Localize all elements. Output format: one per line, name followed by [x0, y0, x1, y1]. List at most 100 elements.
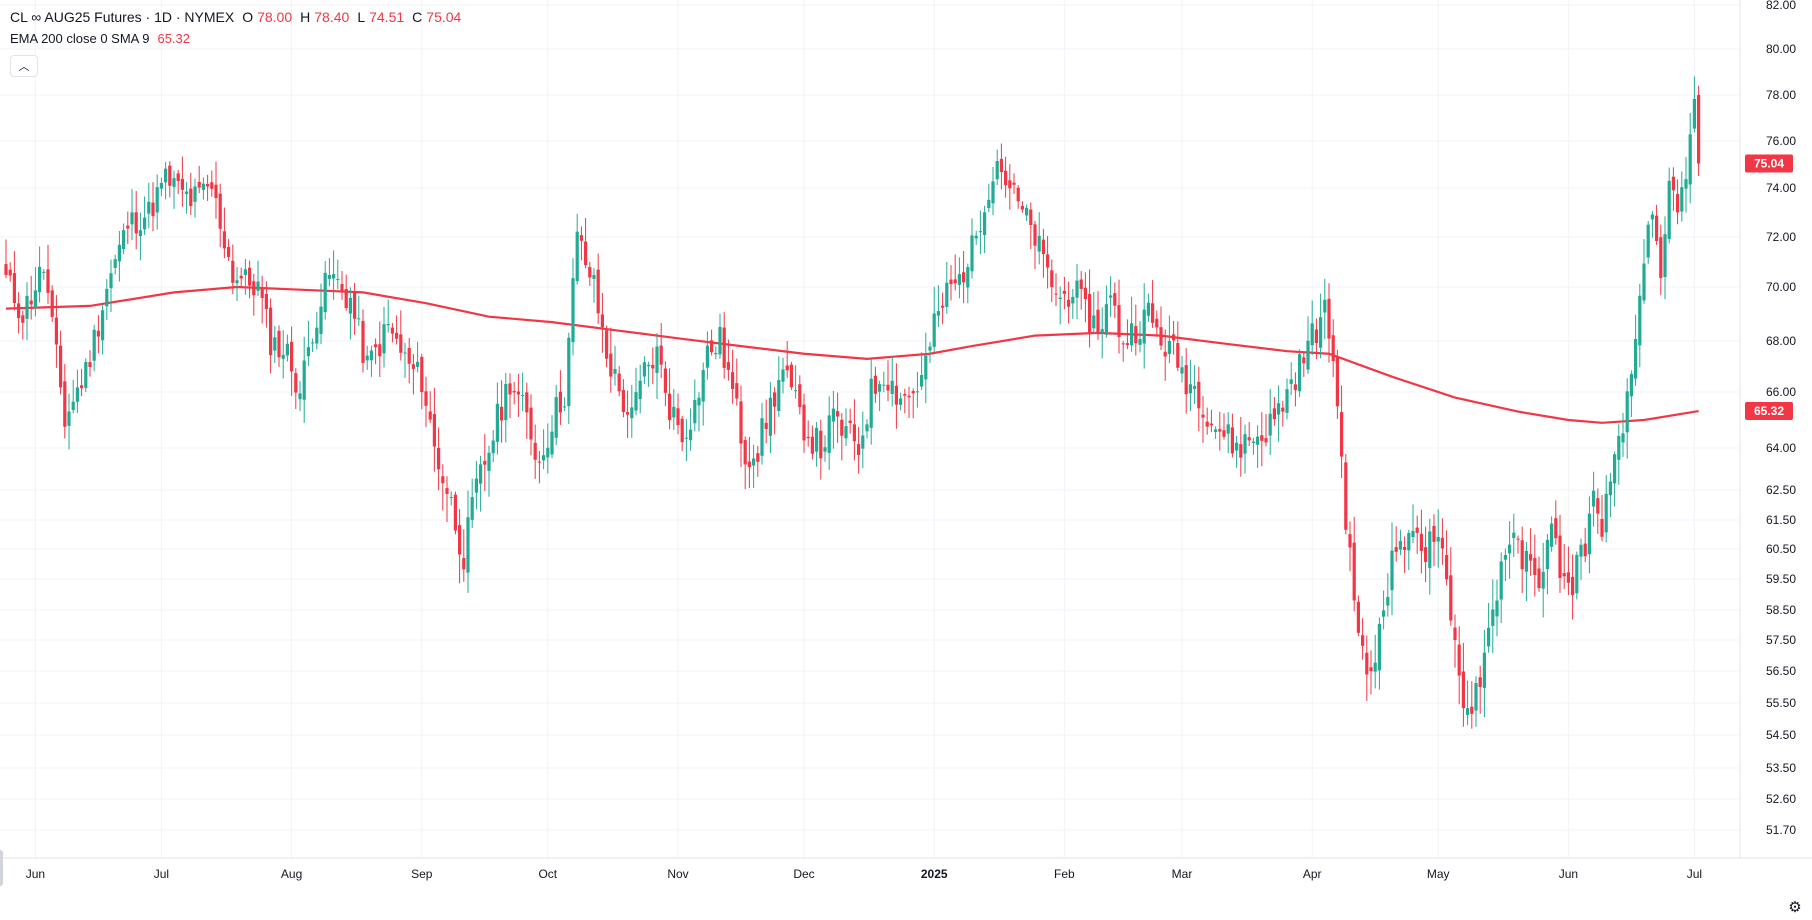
candle-body: [1646, 224, 1650, 258]
candle-body: [1470, 706, 1474, 714]
candle-body: [470, 497, 474, 520]
candle-body: [768, 397, 772, 436]
candle-body: [588, 266, 592, 278]
candle: [1113, 282, 1117, 319]
grid: [0, 0, 1740, 858]
candle-body: [462, 557, 466, 570]
candle-body: [101, 310, 105, 341]
candle-body: [932, 313, 936, 347]
candle: [596, 253, 600, 324]
candle: [1697, 85, 1701, 177]
candle-body: [386, 323, 390, 326]
candle-body: [172, 178, 176, 187]
candle: [1583, 527, 1587, 563]
candle: [424, 376, 428, 428]
candle: [697, 392, 701, 432]
chart-legend: CL ∞ AUG25 Futures · 1D · NYMEX O 78.00 H…: [10, 7, 461, 49]
candle: [999, 143, 1003, 190]
candle: [290, 326, 294, 396]
candle-body: [810, 436, 814, 454]
candle-body: [592, 275, 596, 279]
candle-body: [1117, 305, 1121, 338]
low-label: L: [357, 9, 366, 25]
candle: [1445, 530, 1449, 586]
candle: [1075, 264, 1079, 320]
candle-body: [987, 199, 991, 208]
axes: 82.00 80.00 78.00 76.00 74.00 72.00 70.00 68.00…: [0, 0, 1812, 881]
candle-body: [227, 246, 231, 257]
candle-body: [743, 440, 747, 465]
candle-body: [201, 183, 205, 190]
candle-body: [899, 398, 903, 405]
candle-body: [1659, 237, 1663, 278]
indicator-value: 65.32: [157, 31, 191, 46]
gear-icon: ⚙: [1788, 899, 1802, 916]
candle: [50, 285, 54, 322]
candle: [210, 170, 214, 197]
candle-body: [794, 390, 798, 392]
candle: [907, 386, 911, 419]
indicator-row: EMA 200 close 0 SMA 9 65.32: [10, 29, 461, 49]
settings-button[interactable]: ⚙: [1786, 898, 1804, 916]
y-tick-label: 60.50: [1766, 542, 1796, 556]
candle-body: [248, 267, 252, 286]
candle: [567, 332, 571, 425]
candle-body: [353, 292, 357, 319]
candle: [1667, 167, 1671, 244]
candle-body: [1541, 571, 1545, 589]
candle: [878, 380, 882, 412]
candle-body: [407, 347, 411, 364]
candle: [441, 464, 445, 511]
candle: [1205, 407, 1209, 435]
candle: [155, 174, 159, 230]
candle-body: [1331, 335, 1335, 362]
candle: [1243, 424, 1247, 474]
candle: [1453, 614, 1457, 668]
candle: [1608, 472, 1612, 518]
candle-body: [983, 212, 987, 235]
candle: [605, 325, 609, 368]
candle: [92, 324, 96, 372]
candle: [1428, 518, 1432, 595]
candle-body: [453, 494, 457, 531]
y-tick-label: 61.50: [1766, 513, 1796, 527]
candle: [1680, 171, 1684, 222]
candle-body: [521, 395, 525, 397]
side-panel-handle[interactable]: [0, 850, 3, 886]
candle-body: [1529, 554, 1533, 561]
y-tick-label: 52.60: [1766, 792, 1796, 806]
candle: [1688, 112, 1692, 204]
candle: [1377, 617, 1381, 690]
candle: [180, 156, 184, 207]
candle: [365, 345, 369, 370]
y-tick-label: 53.50: [1766, 761, 1796, 775]
x-tick-label: Apr: [1303, 867, 1322, 881]
candle-body: [1327, 298, 1331, 339]
candle-body: [693, 400, 697, 424]
indicator-label[interactable]: EMA 200 close 0 SMA 9: [10, 31, 150, 46]
x-tick-label: Aug: [281, 867, 302, 881]
candle: [462, 529, 466, 582]
candle-body: [512, 390, 516, 393]
candle: [949, 265, 953, 301]
candle-body: [827, 415, 831, 453]
candle: [243, 258, 247, 295]
candle: [1554, 500, 1558, 545]
candle: [277, 325, 281, 367]
candle: [1676, 179, 1680, 225]
candle: [1239, 416, 1243, 477]
candle: [504, 373, 508, 443]
candle-body: [584, 241, 588, 266]
candle-body: [1344, 462, 1348, 530]
candle-body: [1533, 557, 1537, 576]
collapse-legend-button[interactable]: ︿: [10, 55, 38, 77]
candle-body: [1218, 429, 1222, 432]
candle: [1142, 283, 1146, 369]
candle-body: [1524, 550, 1528, 572]
candle: [920, 352, 924, 391]
candle: [1096, 291, 1100, 340]
candle: [432, 387, 436, 472]
candle-body: [374, 344, 378, 348]
symbol-title[interactable]: CL ∞ AUG25 Futures · 1D · NYMEX: [10, 9, 235, 25]
